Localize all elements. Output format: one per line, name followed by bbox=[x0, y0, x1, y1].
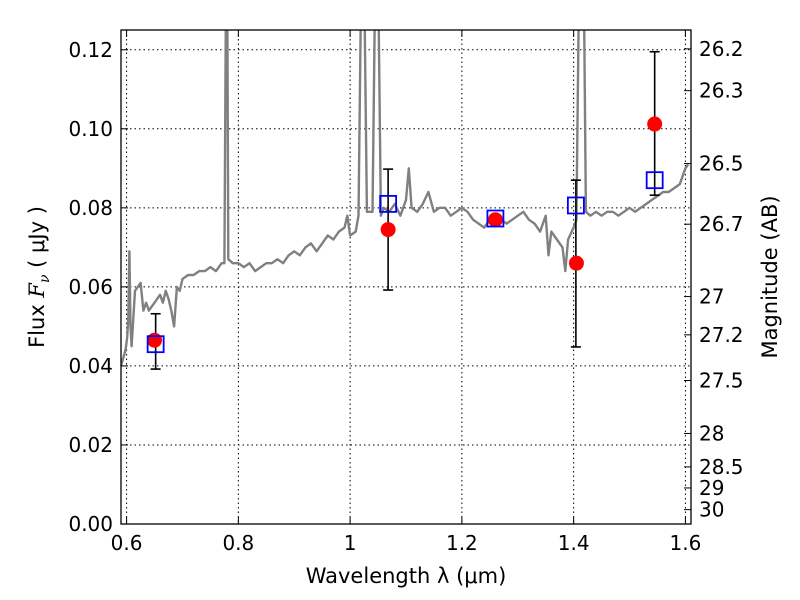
data-point-circle bbox=[380, 222, 396, 238]
data-point-square bbox=[146, 335, 165, 354]
y-axis-label-symbol: F bbox=[25, 282, 49, 299]
x-tick-label: 1.4 bbox=[558, 531, 590, 555]
spectrum-line bbox=[121, 30, 690, 367]
y-tick-label: 0.00 bbox=[68, 512, 113, 536]
y-axis-label-right: Magnitude (AB) bbox=[758, 195, 782, 358]
data-point-square bbox=[645, 171, 664, 190]
data-point-square bbox=[379, 194, 398, 213]
x-axis-label: Wavelength λ (μm) bbox=[306, 564, 507, 588]
tick-labels: 0.6 0.8 1 1.2 1.4 1.6 0.00 0.02 0.04 0.06 0.08 0.10… bbox=[68, 37, 743, 555]
axis-ticks bbox=[121, 30, 691, 525]
magnitude-tick-label: 29 bbox=[699, 476, 724, 500]
y-axis-label-left: Flux Fν ( μJy ) bbox=[25, 206, 53, 348]
magnitude-tick-label: 26.5 bbox=[699, 152, 744, 176]
y-tick-label: 0.12 bbox=[68, 38, 113, 62]
plot-frame bbox=[120, 29, 692, 525]
magnitude-tick-label: 27.5 bbox=[699, 369, 744, 393]
magnitude-tick-label: 28.5 bbox=[699, 455, 744, 479]
magnitude-tick-label: 28 bbox=[699, 421, 724, 445]
y-axis-label-subscript: ν bbox=[37, 274, 53, 283]
x-tick-label: 1 bbox=[344, 531, 357, 555]
magnitude-tick-label: 27.2 bbox=[699, 323, 744, 347]
plot-content bbox=[121, 30, 690, 370]
x-tick-label: 0.8 bbox=[222, 531, 254, 555]
x-tick-label: 0.6 bbox=[111, 531, 143, 555]
data-point-circle bbox=[647, 116, 663, 132]
y-tick-label: 0.08 bbox=[68, 196, 113, 220]
magnitude-tick-label: 27 bbox=[699, 285, 724, 309]
x-tick-label: 1.2 bbox=[446, 531, 478, 555]
y-tick-label: 0.06 bbox=[68, 275, 113, 299]
data-point-square bbox=[486, 209, 505, 228]
plot-area bbox=[121, 30, 691, 524]
y-tick-label: 0.04 bbox=[68, 354, 113, 378]
magnitude-tick-label: 30 bbox=[699, 498, 724, 522]
magnitude-tick-label: 26.7 bbox=[699, 212, 744, 236]
data-point-circle bbox=[147, 332, 163, 348]
y-tick-label: 0.10 bbox=[68, 117, 113, 141]
x-tick-label: 1.6 bbox=[670, 531, 702, 555]
y-axis-label-prefix: Flux bbox=[25, 298, 49, 348]
y-tick-label: 0.02 bbox=[68, 433, 113, 457]
y-axis-label-suffix: ( μJy ) bbox=[25, 206, 49, 274]
data-point-circle bbox=[568, 255, 584, 271]
data-point-square bbox=[566, 196, 585, 215]
magnitude-tick-label: 26.2 bbox=[699, 37, 744, 61]
data-point-circle bbox=[487, 212, 503, 228]
magnitude-tick-label: 26.3 bbox=[699, 79, 744, 103]
